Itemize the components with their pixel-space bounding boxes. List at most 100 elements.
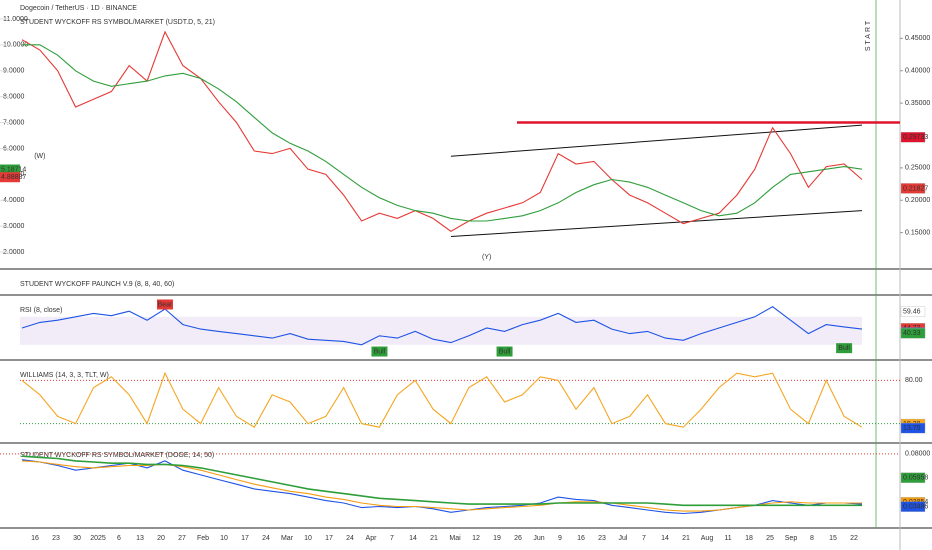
- signal-box: [836, 343, 853, 354]
- signal-box: [371, 346, 388, 357]
- time-label: Mar: [281, 535, 294, 542]
- y-tick-label: 8.0000: [3, 93, 25, 100]
- time-label: 17: [325, 535, 333, 542]
- time-label: 2025: [90, 535, 106, 542]
- y-tick-label: 9.0000: [3, 68, 25, 75]
- trend-line: [450, 124, 863, 157]
- start-label: START: [865, 19, 872, 51]
- time-label: 16: [31, 535, 39, 542]
- series-line: [21, 306, 863, 346]
- time-label: 25: [766, 535, 774, 542]
- time-label: 10: [304, 535, 312, 542]
- wave-label: (W): [34, 153, 45, 160]
- left-price-label: 5.18714: [1, 166, 26, 173]
- rsi-band: [20, 316, 862, 345]
- time-label: 11: [724, 535, 731, 542]
- price-tag-label: 0.03486: [903, 503, 928, 510]
- price-tag: [900, 422, 926, 434]
- time-label: 23: [598, 535, 606, 542]
- time-label: 20: [157, 535, 165, 542]
- time-label: 9: [558, 535, 562, 542]
- price-tag: [900, 472, 926, 483]
- time-label: 16: [577, 535, 585, 542]
- time-label: Jun: [533, 535, 544, 542]
- y2-tick-label: 0.35000: [905, 100, 930, 107]
- y-tick-label: 4.0000: [3, 197, 25, 204]
- y2-tick-label: 0.45000: [905, 35, 930, 42]
- time-label: 7: [642, 535, 646, 542]
- time-label: Jul: [619, 535, 628, 542]
- time-label: 26: [514, 535, 522, 542]
- y-tick-label: 7.0000: [3, 119, 25, 126]
- pane-title: STUDENT WYCKOFF PAUNCH V.9 (8, 8, 40, 60…: [20, 281, 174, 288]
- pane-title: STUDENT WYCKOFF RS SYMBOL/MARKET (USDT.D…: [20, 19, 215, 26]
- pane-title: RSI (8, close): [20, 307, 62, 314]
- price-tag-label: 0.21827: [903, 185, 928, 192]
- y2-tick-label: 0.25000: [905, 165, 930, 172]
- y2-tick-label: 0.20000: [905, 197, 930, 204]
- time-label: Apr: [366, 535, 378, 542]
- time-label: Sep: [785, 535, 798, 542]
- time-label: Feb: [197, 535, 209, 542]
- time-label: Mai: [449, 535, 461, 542]
- time-label: 21: [430, 535, 438, 542]
- time-label: Aug: [701, 535, 714, 542]
- price-tag: [900, 183, 926, 194]
- time-label: 22: [850, 535, 858, 542]
- pane-title: STUDENT WYCKOFF RS SYMBOL/MARKET (DOGE, …: [20, 452, 214, 459]
- series-line: [21, 30, 863, 232]
- y-tick-label: 3.0000: [3, 223, 25, 230]
- level-label: 80.00: [905, 377, 923, 384]
- time-label: 12: [472, 535, 480, 542]
- signal-label: Bull: [838, 345, 850, 352]
- trend-line: [450, 210, 863, 238]
- time-label: 14: [409, 535, 417, 542]
- time-label: 18: [745, 535, 753, 542]
- series-line: [22, 44, 863, 222]
- y-tick-label: 10.0000: [3, 42, 28, 49]
- price-tag: [900, 501, 926, 512]
- y-tick-label: 2.0000: [3, 249, 25, 256]
- signal-label: Bull: [499, 348, 511, 355]
- signal-label: Bear: [158, 301, 173, 308]
- time-label: 14: [661, 535, 669, 542]
- price-tag-label: 0.29733: [903, 134, 928, 141]
- time-label: 21: [682, 535, 690, 542]
- price-tag-label: 13.75: [903, 425, 921, 432]
- left-price-tag: [0, 164, 20, 175]
- y2-tick-label: 0.15000: [905, 229, 930, 236]
- price-tag: [900, 328, 926, 339]
- series-line: [21, 371, 863, 428]
- y2-tick-label: 0.40000: [905, 68, 930, 75]
- signal-box: [156, 299, 173, 310]
- y-tick-label: 11.0000: [3, 16, 28, 23]
- y-tick-label: 6.0000: [3, 145, 25, 152]
- price-tag: [900, 306, 926, 317]
- left-price-tag: [0, 172, 20, 183]
- time-label: 17: [241, 535, 249, 542]
- price-tag: [900, 132, 926, 143]
- time-label: 23: [52, 535, 60, 542]
- time-label: 6: [117, 535, 121, 542]
- wave-label: (Y): [482, 254, 491, 261]
- time-label: 27: [178, 535, 186, 542]
- symbol-title: Dogecoin / TetherUS · 1D · BINANCE: [20, 5, 137, 12]
- y-tick-label: 0.08000: [905, 451, 930, 458]
- time-label: 15: [829, 535, 837, 542]
- time-label: 24: [346, 535, 354, 542]
- time-label: 7: [390, 535, 394, 542]
- pane-title: WILLIAMS (14, 3, 3, TLT, W): [20, 372, 109, 379]
- price-tag-label: 40.33: [903, 330, 921, 337]
- left-price-label: 4.88887: [1, 174, 26, 181]
- time-label: 19: [493, 535, 501, 542]
- signal-box: [496, 346, 513, 357]
- price-tag-label: 59.46: [903, 309, 921, 316]
- price-tag-label: 0.05958: [903, 475, 928, 482]
- time-label: 30: [73, 535, 81, 542]
- time-label: 10: [220, 535, 228, 542]
- time-label: 8: [810, 535, 814, 542]
- series-line: [21, 455, 862, 507]
